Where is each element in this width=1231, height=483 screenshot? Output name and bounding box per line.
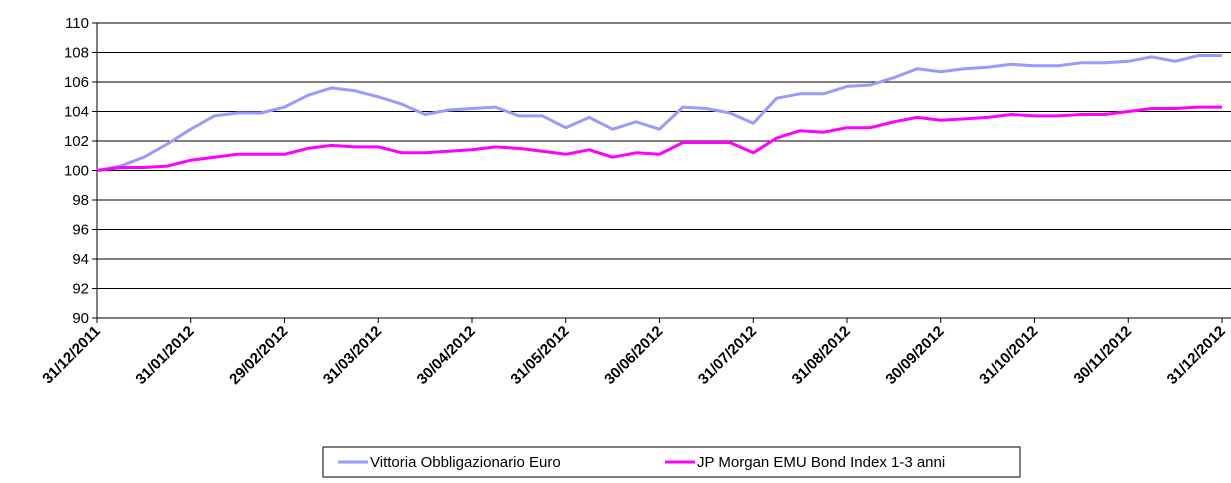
x-tick-label: 31/12/2011 xyxy=(39,323,104,388)
y-tick-label: 94 xyxy=(72,251,89,268)
x-tick-label: 31/08/2012 xyxy=(789,323,854,388)
line-series xyxy=(96,54,1222,172)
x-tick-label: 31/12/2012 xyxy=(1164,323,1229,388)
y-tick-label: 104 xyxy=(64,104,89,121)
x-tick-label: 31/05/2012 xyxy=(507,323,572,388)
x-tick-label: 31/01/2012 xyxy=(132,323,197,388)
y-tick-label: 110 xyxy=(65,15,89,32)
x-tick-label: 30/11/2012 xyxy=(1071,323,1136,388)
x-tick-label: 30/09/2012 xyxy=(882,323,947,388)
x-tick-label: 31/10/2012 xyxy=(976,323,1041,388)
x-tick-label: 30/04/2012 xyxy=(414,323,479,388)
y-tick-label: 102 xyxy=(64,133,89,150)
y-tick-label: 100 xyxy=(64,163,89,180)
line-series xyxy=(96,105,1222,172)
x-tick-label: 31/03/2012 xyxy=(320,323,385,388)
x-tick-label: 29/02/2012 xyxy=(226,323,291,388)
y-tick-label: 98 xyxy=(72,192,89,209)
x-tick-label: 31/07/2012 xyxy=(695,323,760,388)
y-tick-label: 90 xyxy=(72,310,89,327)
legend-label: JP Morgan EMU Bond Index 1-3 anni xyxy=(697,454,945,471)
x-tick-label: 30/06/2012 xyxy=(601,323,666,388)
y-tick-label: 106 xyxy=(64,74,89,91)
y-tick-label: 96 xyxy=(72,222,89,239)
y-tick-label: 92 xyxy=(72,281,89,298)
y-tick-label: 108 xyxy=(64,45,89,62)
legend-label: Vittoria Obbligazionario Euro xyxy=(370,454,561,471)
